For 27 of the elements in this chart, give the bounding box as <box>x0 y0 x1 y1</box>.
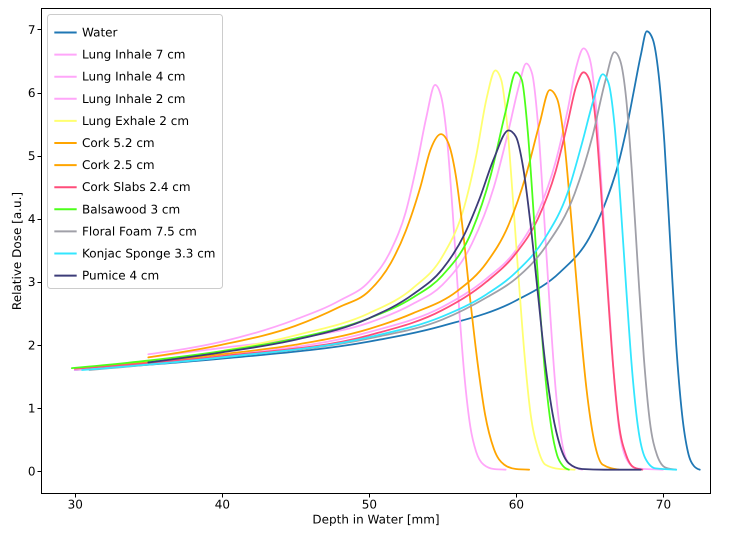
y-tick-label: 3 <box>28 275 36 290</box>
x-tick-label: 30 <box>68 498 83 512</box>
x-tick-label: 50 <box>362 498 378 512</box>
x-tick-label: 40 <box>214 498 230 512</box>
legend-label: Balsawood 3 cm <box>82 202 180 216</box>
legend-label: Cork Slabs 2.4 cm <box>82 180 191 194</box>
legend-label: Lung Inhale 4 cm <box>82 70 186 84</box>
legend-label: Water <box>82 26 118 40</box>
legend-label: Floral Foam 7.5 cm <box>82 224 197 238</box>
legend-label: Pumice 4 cm <box>82 268 160 283</box>
y-tick-label: 0 <box>28 464 36 478</box>
legend-label: Lung Inhale 2 cm <box>82 92 186 106</box>
y-tick-label: 6 <box>28 86 36 100</box>
legend-label: Lung Exhale 2 cm <box>82 114 190 128</box>
x-axis-title: Depth in Water [mm] <box>312 512 440 526</box>
y-tick-label: 2 <box>28 338 36 352</box>
legend-label: Lung Inhale 7 cm <box>82 48 186 62</box>
legend-label: Cork 2.5 cm <box>82 158 155 172</box>
y-tick-label: 1 <box>28 401 36 416</box>
legend-label: Konjac Sponge 3.3 cm <box>82 246 216 260</box>
x-tick-label: 60 <box>508 498 524 512</box>
y-tick-label: 7 <box>28 22 36 37</box>
legend-label: Cork 5.2 cm <box>82 136 155 150</box>
x-tick-label: 70 <box>656 498 672 512</box>
y-tick-label: 5 <box>28 149 36 164</box>
y-tick-label: 4 <box>28 212 36 226</box>
y-axis-title: Relative Dose [a.u.] <box>10 192 24 310</box>
